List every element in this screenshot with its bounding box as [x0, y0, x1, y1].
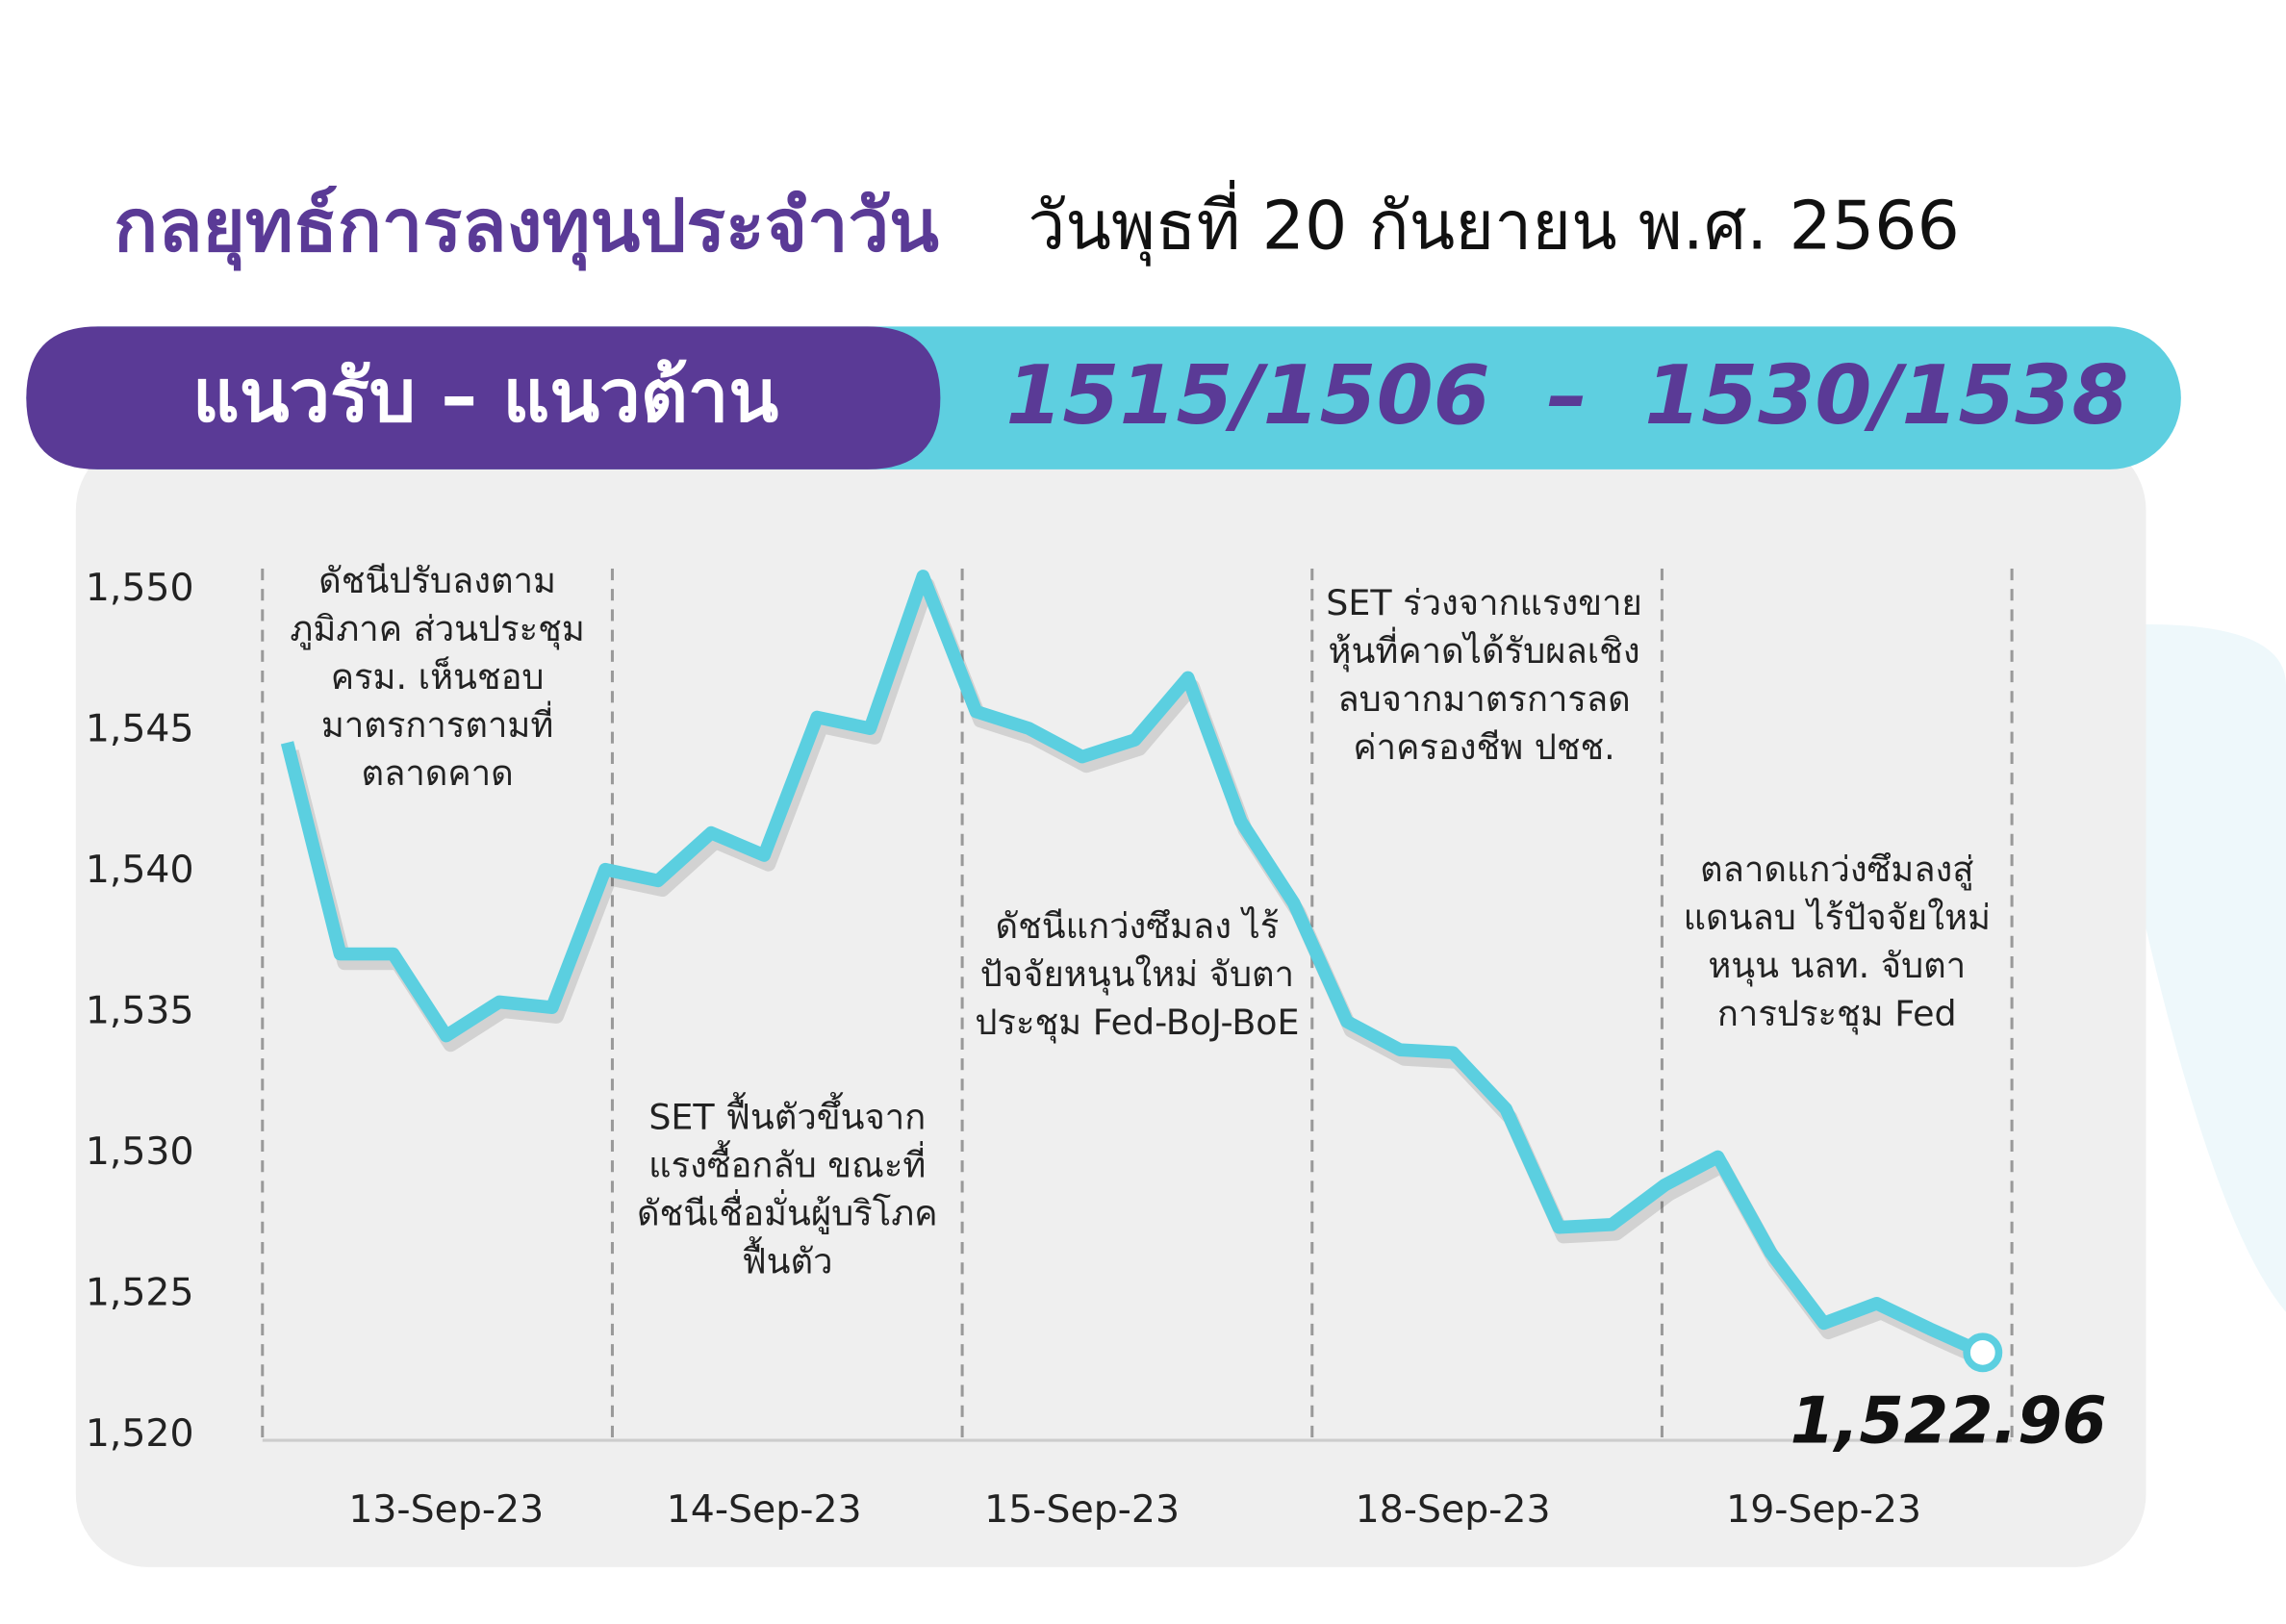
- x-tick-label: 13-Sep-23: [348, 1487, 544, 1532]
- annotation: ครม. เห็นชอบ: [331, 655, 545, 698]
- y-tick-label: 1,525: [86, 1271, 194, 1315]
- date: วันพุธที่ 20 กันยายน พ.ศ. 2566: [1028, 179, 1960, 266]
- line-shadow: [284, 577, 1991, 1368]
- annotation: ตลาดคาด: [361, 752, 513, 794]
- day-separators: [261, 568, 2014, 1441]
- y-tick-label: 1,530: [86, 1129, 194, 1174]
- y-tick-label: 1,535: [86, 989, 194, 1033]
- band-values: 1515/1506 – 1530/1538: [1005, 348, 2128, 444]
- title: กลยุทธ์การลงทุนประจำวัน: [114, 183, 939, 271]
- band-label: แนวรับ – แนวต้าน: [192, 354, 778, 439]
- band-label-box: [26, 326, 941, 469]
- y-tick-label: 1,545: [86, 707, 194, 751]
- annotation: แดนลบ ไร้ปัจจัยใหม่: [1684, 897, 1991, 938]
- annotation: มาตรการตามที่: [321, 701, 553, 746]
- annotation: ลบจากมาตรการลด: [1337, 678, 1630, 720]
- annotation: ฟื้นตัว: [742, 1236, 833, 1282]
- annotation: SET ร่วงจากแรงขาย: [1326, 582, 1642, 623]
- annotation: การประชุม Fed: [1717, 993, 1957, 1035]
- chart-panel: [75, 437, 2146, 1567]
- price-line: [280, 570, 1986, 1359]
- x-tick-label: 15-Sep-23: [984, 1487, 1180, 1532]
- annotation: ประชุม Fed-BoJ-BoE: [975, 1002, 1299, 1044]
- annotation: ปัจจัยหนุนใหม่ จับตา: [980, 953, 1294, 996]
- x-tick-label: 19-Sep-23: [1726, 1487, 1921, 1532]
- end-point: [1963, 1332, 2003, 1373]
- annotation: หุ้นที่คาดได้รับผลเชิง: [1329, 627, 1640, 672]
- x-tick-label: 14-Sep-23: [667, 1487, 862, 1532]
- end-value-label: 1,522.96: [1791, 1383, 2107, 1459]
- annotation: ภูมิภาค ส่วนประชุม: [290, 608, 584, 650]
- annotation: SET ฟื้นตัวขึ้นจาก: [648, 1092, 926, 1138]
- y-tick-label: 1,550: [86, 566, 194, 610]
- annotation: ดัชนีเชื่อมั่นผู้บริโภค: [637, 1190, 938, 1235]
- y-tick-label: 1,540: [86, 848, 194, 892]
- annotation: ค่าครองชีพ ปชช.: [1353, 726, 1614, 768]
- x-tick-label: 18-Sep-23: [1356, 1487, 1551, 1532]
- annotation: ตลาดแกว่งซึมลงสู่: [1700, 849, 1973, 891]
- annotation: ดัชนีปรับลงตาม: [318, 560, 556, 601]
- annotation: หนุน นลท. จับตา: [1708, 945, 1966, 987]
- y-tick-label: 1,520: [86, 1411, 194, 1456]
- annotation: ดัชนีแกว่งซึมลง ไร้: [996, 905, 1280, 947]
- annotation: แรงซื้อกลับ ขณะที่: [648, 1140, 926, 1186]
